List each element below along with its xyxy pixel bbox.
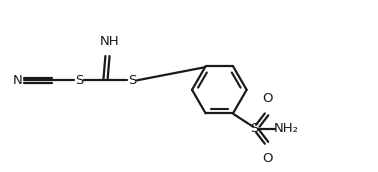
Text: NH₂: NH₂	[274, 122, 299, 135]
Text: O: O	[262, 92, 273, 105]
Text: S: S	[75, 74, 83, 87]
Text: O: O	[262, 152, 273, 165]
Text: NH: NH	[99, 35, 119, 49]
Text: S: S	[128, 74, 136, 87]
Text: N: N	[12, 74, 22, 87]
Text: S: S	[249, 122, 258, 135]
